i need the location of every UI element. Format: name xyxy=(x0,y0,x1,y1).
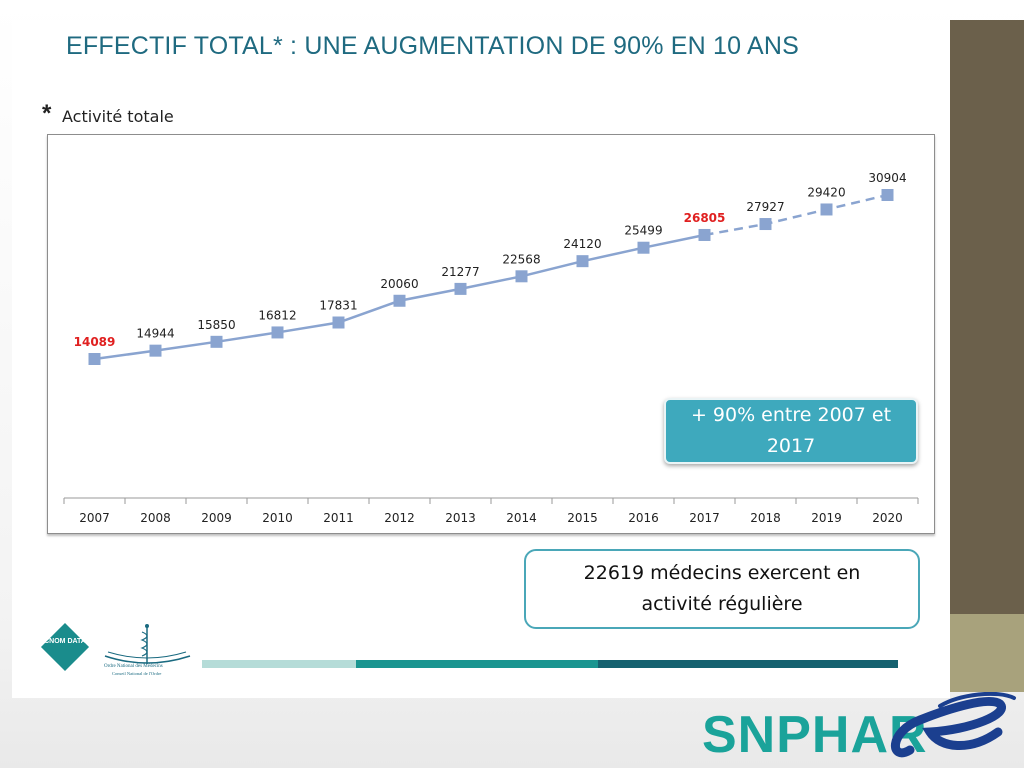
x-tick-label: 2007 xyxy=(79,511,110,525)
sidebar-light-band xyxy=(950,614,1024,692)
x-tick-label: 2020 xyxy=(872,511,903,525)
caduceus-logo-icon xyxy=(104,624,191,664)
x-tick-label: 2011 xyxy=(323,511,354,525)
x-tick-label: 2019 xyxy=(811,511,842,525)
data-point-marker xyxy=(149,344,162,357)
data-label: 27927 xyxy=(746,200,784,214)
x-tick-label: 2008 xyxy=(140,511,171,525)
data-point-marker xyxy=(515,270,528,283)
snphar-logo-text: SNPHAR xyxy=(702,706,928,764)
x-tick-label: 2017 xyxy=(689,511,720,525)
data-label: 21277 xyxy=(441,265,479,279)
data-label: 14944 xyxy=(136,327,174,341)
growth-callout-text: + 90% entre 2007 et 2017 xyxy=(690,404,892,457)
decorative-bar-segment-mid xyxy=(356,660,600,668)
regular-activity-callout-text: 22619 médecins exercent en activité régu… xyxy=(583,562,861,615)
ordre-logo-line1: Ordre National des Médecins xyxy=(104,664,163,669)
data-label: 30904 xyxy=(868,171,906,185)
data-label: 15850 xyxy=(197,318,235,332)
decorative-bar-segment-dark xyxy=(598,660,898,668)
data-point-marker xyxy=(88,353,101,365)
data-label: 17831 xyxy=(319,299,357,313)
footnote-star: * xyxy=(42,100,52,127)
data-point-marker xyxy=(454,282,467,295)
data-point-marker xyxy=(271,326,284,339)
data-point-marker xyxy=(759,218,772,231)
data-label: 20060 xyxy=(380,277,418,291)
data-point-marker xyxy=(637,241,650,254)
sidebar-dark-band xyxy=(950,20,1024,614)
data-point-marker xyxy=(820,203,833,216)
data-point-marker xyxy=(576,255,589,268)
x-tick-label: 2018 xyxy=(750,511,781,525)
x-tick-label: 2015 xyxy=(567,511,598,525)
data-label: 24120 xyxy=(563,237,601,251)
x-tick-label: 2014 xyxy=(506,511,537,525)
growth-callout: + 90% entre 2007 et 2017 xyxy=(664,398,918,464)
x-tick-label: 2010 xyxy=(262,511,293,525)
series-line-projection xyxy=(704,193,888,237)
line-chart: 2007 2008 2009 2010 2011 2012 2013 2014 2015 2016… xyxy=(63,171,919,525)
chart-subtitle: Activité totale xyxy=(62,107,174,126)
data-label: 16812 xyxy=(258,308,296,322)
x-tick-label: 2012 xyxy=(384,511,415,525)
chart-frame: 2007 2008 2009 2010 2011 2012 2013 2014 2015 2016… xyxy=(47,134,935,534)
x-tick-label: 2013 xyxy=(445,511,476,525)
cnom-data-logo-text: CNOM DATA xyxy=(44,638,86,645)
data-point-marker xyxy=(332,316,345,329)
data-label: 25499 xyxy=(624,224,662,238)
decorative-bar-segment-light xyxy=(202,660,358,668)
regular-activity-callout: 22619 médecins exercent en activité régu… xyxy=(524,549,920,629)
x-tick-label: 2009 xyxy=(201,511,232,525)
data-point-marker xyxy=(698,228,711,241)
data-point-marker xyxy=(210,335,223,348)
data-label: 29420 xyxy=(807,185,845,199)
data-label: 22568 xyxy=(502,252,540,266)
data-label: 26805 xyxy=(684,211,726,225)
data-label: 14089 xyxy=(74,335,116,349)
data-point-marker xyxy=(881,189,894,201)
slide-title: EFFECTIF TOTAL* : UNE AUGMENTATION DE 90… xyxy=(66,32,800,60)
snphar-e-logo-icon xyxy=(891,692,1016,758)
ordre-logo-line2: Conseil National de l'Ordre xyxy=(112,671,162,676)
x-tick-label: 2016 xyxy=(628,511,659,525)
data-point-marker xyxy=(393,294,406,307)
